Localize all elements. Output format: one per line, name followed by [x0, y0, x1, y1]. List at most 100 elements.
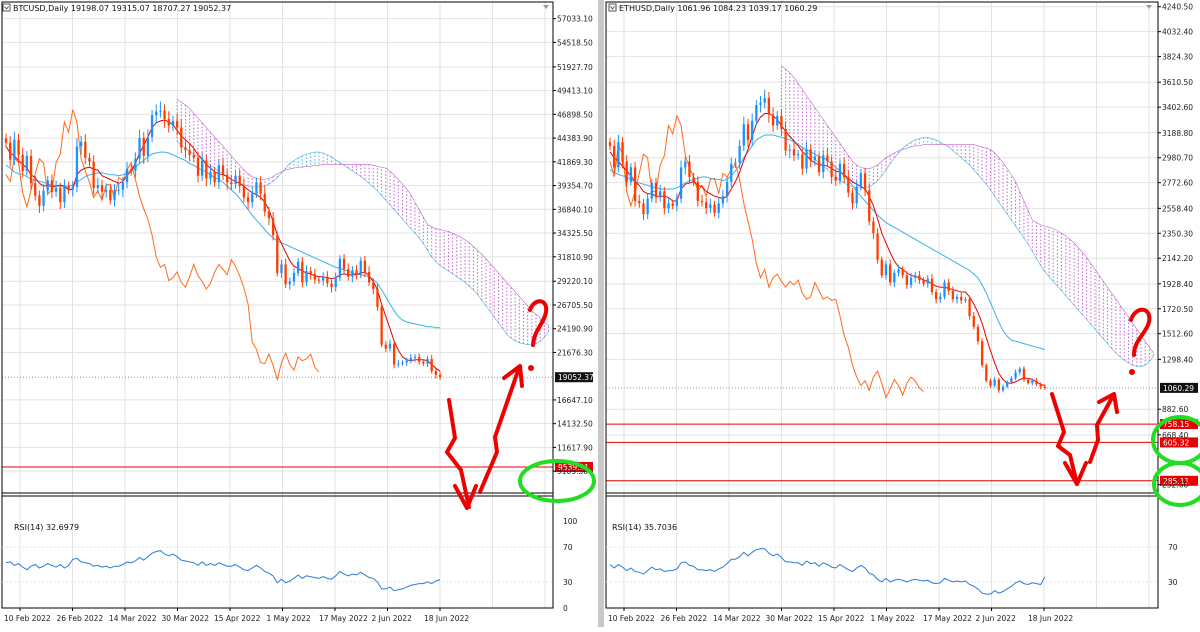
bullish-candle	[725, 181, 729, 197]
bearish-candle	[38, 195, 41, 206]
question-mark-dot-icon	[1129, 369, 1135, 375]
btcusd-price-axis[interactable]: 9539.91 57033.10 54518.50 51927.70 49413.10 4…	[553, 15, 594, 476]
y-tick-label: 882.60	[1162, 405, 1188, 414]
bullish-candle	[1010, 378, 1013, 382]
bearish-candle	[976, 326, 980, 342]
y-tick-label: 21676.30	[557, 348, 593, 357]
bearish-candle	[317, 279, 321, 281]
chart-header-text: ETHUSD,Daily 1061.96 1084.23 1039.17 106…	[619, 4, 817, 13]
bearish-candle	[376, 288, 379, 307]
bullish-candle	[1006, 381, 1009, 387]
scroll-arrow-icon[interactable]	[543, 5, 549, 9]
bullish-candle	[63, 186, 66, 203]
bearish-candle	[109, 189, 112, 201]
y-tick-label: 11617.90	[557, 443, 593, 452]
bearish-candle	[284, 264, 287, 285]
bullish-candle	[288, 281, 291, 285]
bullish-candle	[280, 264, 283, 273]
ethusd-price-axis[interactable]: 758.15 605.32 285.11 4240.50 4032.40 3824.30 3…	[1158, 3, 1198, 490]
bearish-candle	[380, 306, 383, 345]
arrowhead-icon	[502, 364, 524, 388]
arrowhead-icon	[1097, 392, 1119, 414]
bearish-candle	[671, 203, 674, 206]
y-tick-label: 3610.50	[1162, 78, 1193, 87]
bullish-candle	[751, 120, 754, 140]
scroll-arrow-icon[interactable]	[1146, 5, 1152, 9]
senkou-span-b-line	[781, 65, 1154, 354]
x-tick-label: 30 Mar 2022	[766, 614, 814, 623]
bullish-candle	[292, 272, 296, 282]
y-tick-label: 46898.50	[557, 110, 593, 119]
rsi-line	[609, 548, 1046, 595]
chevron-down-icon	[610, 6, 615, 10]
bullish-candle	[159, 110, 162, 112]
ethusd-level-lines	[606, 387, 1158, 482]
window-menu-icon[interactable]	[608, 3, 617, 12]
rsi-label: RSI(14) 35.7036	[612, 523, 677, 532]
kijun-sen-line	[5, 151, 440, 329]
bearish-candle	[438, 374, 442, 378]
btcusd-rsi-pane[interactable]: 100 70 30 0	[2, 517, 578, 613]
ethusd-time-axis[interactable]: 10 Feb 2022 26 Feb 2022 14 Mar 2022 30 Mar …	[608, 608, 1073, 623]
ethusd-rsi-pane[interactable]: 70 30	[606, 543, 1178, 595]
bullish-candle	[776, 115, 779, 126]
btcusd-time-axis[interactable]: 10 Feb 2022 26 Feb 2022 14 Mar 2022 30 Mar …	[4, 608, 469, 623]
bearish-candle	[309, 271, 312, 274]
bearish-candle	[746, 124, 750, 140]
bullish-candle	[939, 296, 942, 300]
btcusd-ichimoku-cloud	[176, 99, 550, 345]
bullish-candle	[296, 261, 300, 273]
x-tick-label: 1 May 2022	[871, 614, 915, 623]
btcusd-candles	[4, 101, 442, 381]
btcusd-chart-window[interactable]: 9539.91 57033.10 54518.50 51927.70 49413.10 4…	[1, 1, 594, 623]
y-tick-label: 31810.90	[557, 253, 593, 262]
ethusd-header: ETHUSD,Daily 1061.96 1084.23 1039.17 106…	[608, 3, 817, 532]
bullish-candle	[742, 124, 745, 146]
bullish-candle	[964, 299, 967, 301]
x-tick-label: 30 Mar 2022	[162, 614, 210, 623]
window-splitter[interactable]	[598, 0, 604, 627]
bearish-candle	[809, 149, 812, 161]
bullish-candle	[646, 198, 649, 215]
question-mark-icon	[1129, 307, 1152, 357]
bearish-candle	[267, 211, 271, 219]
bearish-candle	[142, 137, 145, 156]
bullish-candle	[838, 163, 842, 181]
bearish-candle	[1035, 380, 1038, 385]
bullish-candle	[955, 296, 959, 300]
ethusd-chart-window[interactable]: 758.15 605.32 285.11 4240.50 4032.40 3824.30 3…	[605, 1, 1198, 623]
question-mark-icon	[528, 299, 549, 347]
bullish-candle	[201, 160, 204, 176]
bearish-candle	[613, 145, 616, 168]
bearish-candle	[422, 361, 425, 364]
bullish-candle	[805, 149, 808, 169]
bullish-candle	[1001, 386, 1005, 391]
chart-header-text: BTCUSD,Daily 19198.07 19315.07 18707.27 …	[13, 4, 231, 13]
bearish-candle	[1026, 379, 1030, 384]
bearish-candle	[271, 218, 275, 236]
bearish-candle	[180, 127, 183, 148]
y-tick-label: 41869.30	[557, 158, 593, 167]
bearish-candle	[130, 169, 133, 171]
bearish-candle	[901, 269, 904, 276]
bearish-candle	[372, 282, 375, 289]
rsi-tick-label: 30	[1168, 578, 1178, 587]
bullish-candle	[75, 146, 79, 188]
arrowhead-icon	[1063, 461, 1088, 486]
y-tick-label: 1928.40	[1162, 280, 1193, 289]
bearish-candle	[688, 161, 691, 177]
y-tick-label: 1298.40	[1162, 355, 1193, 364]
bearish-candle	[392, 343, 396, 365]
bearish-candle	[59, 187, 62, 203]
bullish-candle	[993, 379, 996, 386]
bearish-candle	[363, 260, 367, 272]
bearish-candle	[196, 157, 200, 176]
x-tick-label: 14 Mar 2022	[713, 614, 761, 623]
bullish-candle	[709, 204, 712, 209]
bearish-candle	[947, 282, 950, 291]
bullish-candle	[897, 269, 900, 273]
bullish-candle	[426, 358, 429, 364]
window-menu-icon[interactable]	[2, 3, 11, 12]
x-tick-label: 17 May 2022	[319, 614, 368, 623]
bearish-candle	[663, 191, 666, 209]
